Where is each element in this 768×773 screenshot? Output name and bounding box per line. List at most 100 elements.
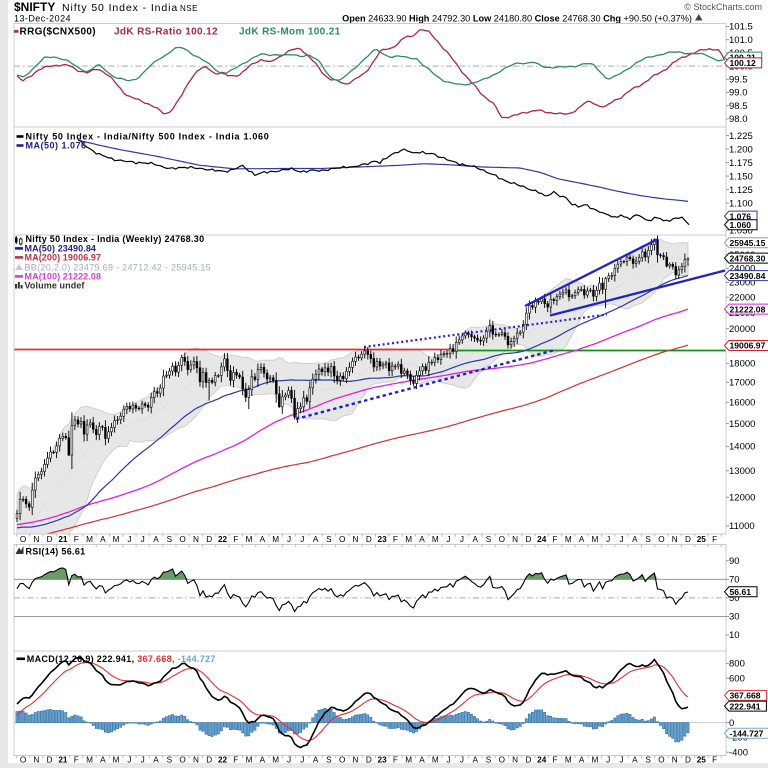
svg-text:F: F (393, 535, 398, 544)
svg-text:M: M (272, 756, 279, 765)
svg-text:J: J (606, 756, 610, 765)
svg-text:367.668: 367.668 (730, 691, 761, 701)
svg-text:1.175: 1.175 (729, 158, 753, 169)
svg-text:J: J (300, 756, 304, 765)
svg-text:100.12: 100.12 (730, 58, 757, 68)
svg-text:D: D (685, 535, 691, 544)
svg-text:O: O (339, 535, 345, 544)
svg-text:O: O (658, 535, 664, 544)
svg-text:D: D (685, 756, 691, 765)
svg-text:$NIFTY: $NIFTY (14, 0, 55, 14)
svg-text:16000: 16000 (729, 398, 755, 409)
svg-text:D: D (47, 756, 53, 765)
svg-text:24: 24 (537, 756, 547, 765)
svg-text:MA(50) 23490.84: MA(50) 23490.84 (25, 243, 97, 253)
svg-text:25: 25 (697, 756, 707, 765)
svg-text:99.0: 99.0 (729, 88, 748, 99)
svg-text:22: 22 (218, 756, 228, 765)
svg-text:D: D (206, 756, 212, 765)
svg-text:0: 0 (729, 718, 734, 729)
svg-text:F: F (233, 535, 238, 544)
svg-text:A: A (579, 535, 585, 544)
svg-text:24: 24 (537, 535, 547, 544)
svg-text:24000: 24000 (729, 264, 755, 275)
svg-text:50: 50 (729, 593, 740, 604)
svg-text:21222.08: 21222.08 (730, 304, 766, 314)
svg-text:N: N (33, 535, 39, 544)
svg-text:Nifty 50 Index - India: Nifty 50 Index - India (62, 2, 178, 14)
svg-text:23: 23 (378, 756, 388, 765)
svg-text:J: J (141, 756, 145, 765)
svg-text:N: N (353, 535, 359, 544)
svg-text:NSE: NSE (180, 4, 198, 13)
svg-text:1.050: 1.050 (729, 225, 753, 236)
svg-text:D: D (366, 535, 372, 544)
svg-text:J: J (619, 535, 623, 544)
svg-text:M: M (432, 756, 439, 765)
svg-text:D: D (525, 756, 531, 765)
svg-text:A: A (153, 756, 159, 765)
svg-text:F: F (552, 756, 557, 765)
svg-text:1.150: 1.150 (729, 171, 753, 182)
svg-text:M: M (591, 535, 598, 544)
svg-text:S: S (326, 535, 332, 544)
svg-text:A: A (153, 535, 159, 544)
svg-text:JdK RS-Mom 100.21: JdK RS-Mom 100.21 (239, 27, 341, 38)
svg-text:22000: 22000 (729, 292, 755, 303)
svg-text:1.060: 1.060 (730, 220, 752, 230)
svg-text:J: J (287, 756, 291, 765)
svg-text:A: A (260, 535, 266, 544)
svg-text:70: 70 (729, 575, 740, 586)
svg-text:99.5: 99.5 (729, 75, 748, 86)
svg-text:N: N (512, 535, 518, 544)
svg-text:J: J (447, 756, 451, 765)
svg-text:O: O (499, 756, 505, 765)
svg-text:RSI(14) 56.61: RSI(14) 56.61 (26, 546, 86, 556)
svg-text:O: O (179, 535, 185, 544)
svg-text:MACD(12,26,9) 222.941, 367.668: MACD(12,26,9) 222.941, 367.668, -144.727 (27, 654, 216, 664)
svg-text:98.0: 98.0 (729, 114, 748, 125)
svg-text:14000: 14000 (729, 442, 755, 453)
svg-text:1.225: 1.225 (729, 131, 753, 142)
svg-text:F: F (233, 756, 238, 765)
svg-text:13-Dec-2024: 13-Dec-2024 (14, 14, 71, 24)
svg-text:90: 90 (729, 556, 740, 567)
svg-text:21: 21 (58, 535, 68, 544)
svg-text:JdK RS-Ratio 100.12: JdK RS-Ratio 100.12 (114, 27, 218, 38)
svg-text:N: N (193, 756, 199, 765)
svg-text:15000: 15000 (729, 419, 755, 430)
svg-text:J: J (141, 535, 145, 544)
svg-text:N: N (33, 756, 39, 765)
svg-text:M: M (432, 535, 439, 544)
svg-text:M: M (405, 756, 412, 765)
svg-text:1.200: 1.200 (729, 144, 753, 155)
svg-text:100.21: 100.21 (730, 52, 757, 62)
svg-text:N: N (353, 756, 359, 765)
svg-text:M: M (113, 756, 120, 765)
svg-text:N: N (672, 756, 678, 765)
svg-text:F: F (74, 535, 79, 544)
svg-text:N: N (512, 756, 518, 765)
svg-text:J: J (606, 535, 610, 544)
svg-text:11000: 11000 (729, 521, 755, 532)
svg-text:F: F (712, 756, 717, 765)
svg-text:O: O (20, 756, 26, 765)
svg-text:18000: 18000 (729, 359, 755, 370)
svg-text:J: J (127, 535, 131, 544)
svg-text:-144.727: -144.727 (730, 729, 764, 739)
svg-text:1.076: 1.076 (730, 211, 752, 221)
svg-text:D: D (525, 535, 531, 544)
svg-text:25945.15: 25945.15 (730, 238, 766, 248)
svg-text:23: 23 (378, 535, 388, 544)
svg-text:J: J (619, 756, 623, 765)
svg-text:F: F (393, 756, 398, 765)
svg-text:© StockCharts.com: © StockCharts.com (684, 2, 762, 12)
svg-text:A: A (632, 535, 638, 544)
svg-text:F: F (552, 535, 557, 544)
svg-text:13000: 13000 (729, 466, 755, 477)
svg-text:MA(100) 21222.08: MA(100) 21222.08 (25, 271, 102, 281)
svg-text:222.941: 222.941 (730, 701, 761, 711)
svg-text:S: S (645, 535, 651, 544)
svg-text:56.61: 56.61 (730, 587, 752, 597)
svg-text:30: 30 (729, 612, 740, 623)
